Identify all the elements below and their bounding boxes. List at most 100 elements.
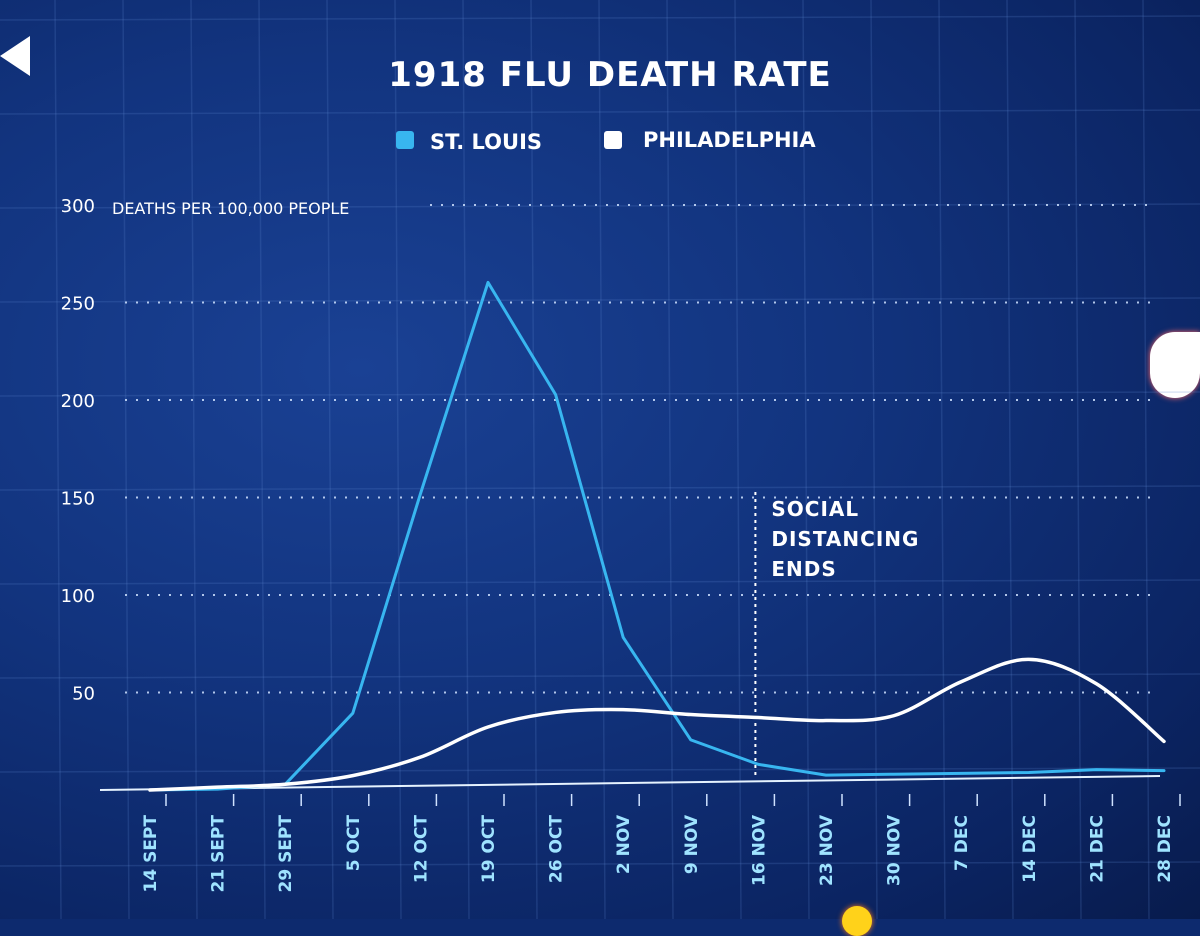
bg-grid-vline <box>326 0 334 919</box>
x-tick-label: 12 OCT <box>411 815 431 884</box>
data-point-st-louis-14 <box>1094 767 1099 772</box>
bg-grid-hline <box>0 297 1200 303</box>
series-layer <box>148 280 1167 793</box>
x-tick-label: 14 SEPT <box>141 815 161 893</box>
data-point-st-louis-10 <box>824 773 829 778</box>
bg-grid-vline <box>666 0 674 919</box>
x-tick-label: 5 OCT <box>344 815 364 872</box>
data-point-philadelphia-10 <box>824 718 829 723</box>
data-point-st-louis-8 <box>688 737 693 742</box>
social-distancing-annotation: SOCIAL DISTANCING ENDS <box>754 492 919 775</box>
data-point-philadelphia-11 <box>891 713 896 718</box>
series-line-philadelphia <box>148 657 1166 792</box>
data-point-philadelphia-3 <box>350 773 355 778</box>
chart-title: 1918 FLU DEATH RATE <box>388 55 831 95</box>
bg-grid-vline <box>1142 0 1150 919</box>
x-tick-label: 21 DEC <box>1087 815 1107 883</box>
y-tick-label-200: 200 <box>61 391 95 412</box>
bg-grid-vline <box>54 0 62 919</box>
data-point-st-louis-5 <box>486 280 491 285</box>
data-point-philadelphia-4 <box>418 755 423 760</box>
data-point-st-louis-11 <box>891 772 896 777</box>
bg-grid-hline <box>0 391 1200 397</box>
data-point-st-louis-12 <box>959 771 964 776</box>
bg-grid-vline <box>802 0 810 919</box>
x-axis-line <box>99 775 1161 791</box>
back-arrow-icon[interactable] <box>0 36 30 76</box>
legend-swatch-philadelphia <box>604 131 622 149</box>
x-tick-label: 26 OCT <box>547 815 567 884</box>
x-tick-label: 28 DEC <box>1155 815 1175 883</box>
data-point-philadelphia-6 <box>553 710 558 715</box>
y-tick-label-150: 150 <box>61 489 95 510</box>
y-axis-ticks: 50 100 150 200 250 300 <box>61 196 95 705</box>
data-point-st-louis-15 <box>1162 768 1167 773</box>
data-point-philadelphia-14 <box>1094 681 1099 686</box>
x-axis-ticks: 14 SEPT 21 SEPT 29 SEPT 5 OCT 12 OCT 19 OCT 26… <box>141 794 1181 893</box>
bg-grid-hline <box>0 203 1200 209</box>
bg-grid-vline <box>394 0 402 919</box>
x-tick-label: 2 NOV <box>614 814 634 874</box>
data-point-philadelphia-15 <box>1162 739 1167 744</box>
bg-grid-vline <box>122 0 130 919</box>
bg-grid-hline <box>0 579 1200 585</box>
data-point-st-louis-6 <box>553 392 558 397</box>
data-point-philadelphia-0 <box>148 788 153 793</box>
data-point-philadelphia-12 <box>959 679 964 684</box>
legend-label-st-louis: ST. LOUIS <box>430 130 542 154</box>
data-point-st-louis-9 <box>756 762 761 767</box>
data-point-philadelphia-9 <box>756 715 761 720</box>
data-point-philadelphia-2 <box>283 782 288 787</box>
bg-grid-vline <box>870 0 878 919</box>
bg-grid-vline <box>530 0 538 919</box>
bg-grid-vline <box>938 0 946 919</box>
data-point-st-louis-4 <box>418 491 423 496</box>
bg-grid-hline <box>0 109 1200 115</box>
bg-grid-vline <box>1006 0 1014 919</box>
x-tick-label: 16 NOV <box>749 814 769 886</box>
y-tick-label-100: 100 <box>61 586 95 607</box>
bg-grid-vline <box>734 0 742 919</box>
bg-grid-hline <box>0 767 1200 773</box>
y-axis-label: DEATHS PER 100,000 PEOPLE <box>112 199 349 218</box>
legend: ST. LOUIS PHILADELPHIA <box>396 128 816 154</box>
bg-grid-hline <box>0 861 1200 867</box>
side-handle-icon[interactable] <box>1150 332 1200 398</box>
data-point-st-louis-13 <box>1026 770 1031 775</box>
data-point-st-louis-3 <box>350 711 355 716</box>
bg-grid-hline <box>0 15 1200 21</box>
legend-label-philadelphia: PHILADELPHIA <box>643 128 816 152</box>
data-point-philadelphia-7 <box>621 707 626 712</box>
data-point-st-louis-7 <box>621 635 626 640</box>
annotation-line-1: SOCIAL <box>771 497 859 521</box>
series-line-st-louis <box>148 280 1166 792</box>
bg-grid-hline <box>0 673 1200 679</box>
x-tick-label: 19 OCT <box>479 815 499 884</box>
x-tick-label: 14 DEC <box>1020 815 1040 883</box>
x-tick-label: 29 SEPT <box>276 815 296 893</box>
x-tick-label: 9 NOV <box>682 814 702 874</box>
legend-swatch-st-louis <box>396 131 414 149</box>
bg-grid-vline <box>462 0 470 919</box>
annotation-line-3: ENDS <box>771 557 836 581</box>
bg-grid-vline <box>598 0 606 919</box>
x-tick-label: 7 DEC <box>952 815 972 871</box>
data-point-philadelphia-8 <box>688 712 693 717</box>
bg-grid-vline <box>1074 0 1082 919</box>
annotation-line-2: DISTANCING <box>771 527 919 551</box>
bg-grid-vline <box>258 0 266 919</box>
x-tick-label: 23 NOV <box>817 814 837 886</box>
y-tick-label-300: 300 <box>61 196 95 217</box>
data-point-philadelphia-5 <box>486 725 491 730</box>
y-tick-label-50: 50 <box>72 684 95 705</box>
data-point-philadelphia-13 <box>1026 657 1031 662</box>
horizontal-gridlines <box>125 204 1155 694</box>
x-tick-label: 21 SEPT <box>209 815 229 893</box>
bg-grid-vline <box>190 0 198 919</box>
bg-grid-hline <box>0 485 1200 491</box>
data-point-philadelphia-1 <box>215 785 220 790</box>
x-tick-label: 30 NOV <box>885 814 905 886</box>
